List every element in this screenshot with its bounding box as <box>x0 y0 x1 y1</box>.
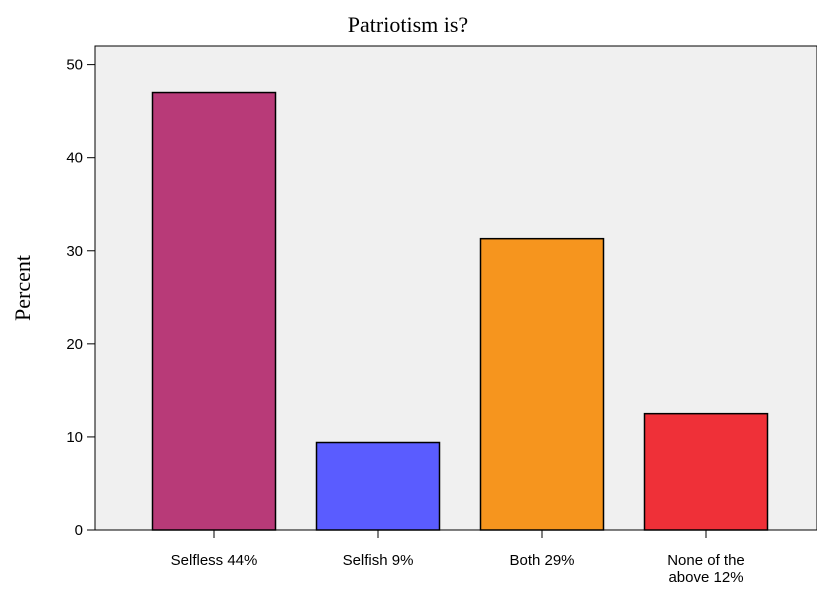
bar <box>315 441 441 531</box>
x-tick-label: Selfless 44% <box>171 552 258 569</box>
y-tick-label: 50 <box>66 57 83 74</box>
bar <box>479 237 605 531</box>
x-axis: Selfless 44% Selfish 9% Both 29% None of th… <box>95 529 817 586</box>
y-tick-label: 0 <box>75 522 83 539</box>
x-tick-label: above 12% <box>668 569 743 586</box>
x-tick-label: Selfish 9% <box>343 552 414 569</box>
y-tick-label: 20 <box>66 336 83 353</box>
x-tick-label: Both 29% <box>509 552 574 569</box>
x-tick-label: None of the <box>667 552 745 569</box>
bars <box>151 91 769 531</box>
bar <box>151 91 277 531</box>
bar <box>643 412 769 531</box>
y-tick-label: 30 <box>66 243 83 260</box>
y-tick-label: 10 <box>66 429 83 446</box>
y-axis: 0 10 20 30 40 50 <box>66 46 96 539</box>
y-tick-label: 40 <box>66 150 83 167</box>
y-axis-label: Percent <box>10 255 35 321</box>
chart-title: Patriotism is? <box>348 12 468 37</box>
